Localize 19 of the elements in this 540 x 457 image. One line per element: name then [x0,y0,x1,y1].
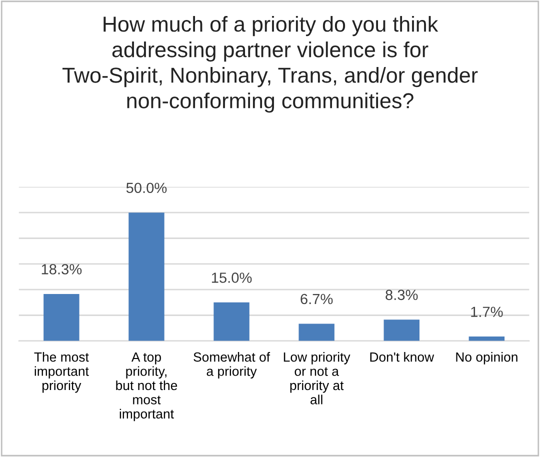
data-label: 15.0% [212,272,252,283]
data-label: 18.3% [42,264,82,274]
x-tick-label: No opinion [456,352,518,364]
bar [214,302,250,341]
x-tick-label: Somewhat of a priority [194,352,270,379]
x-tick-label: The most important priority [34,352,89,393]
x-tick-label: A top priority, but not the most important [116,352,178,422]
bar [384,320,420,341]
data-label: 8.3% [386,290,418,300]
bar [468,336,505,341]
data-label: 6.7% [300,294,333,304]
x-tick-label: Low priority or not a priority at all [284,352,350,404]
bar [298,324,334,341]
data-label: 1.7% [471,306,503,317]
chart-title: How much of a priority do you think addressing partner violence is for Two-Spirit, Nonbinary, Trans, and/or gender non-conforming communities? [62,16,478,113]
bar [128,212,164,341]
data-label: 50.0% [126,182,167,194]
x-tick-label: Don't know [370,352,434,362]
bar [44,294,80,341]
